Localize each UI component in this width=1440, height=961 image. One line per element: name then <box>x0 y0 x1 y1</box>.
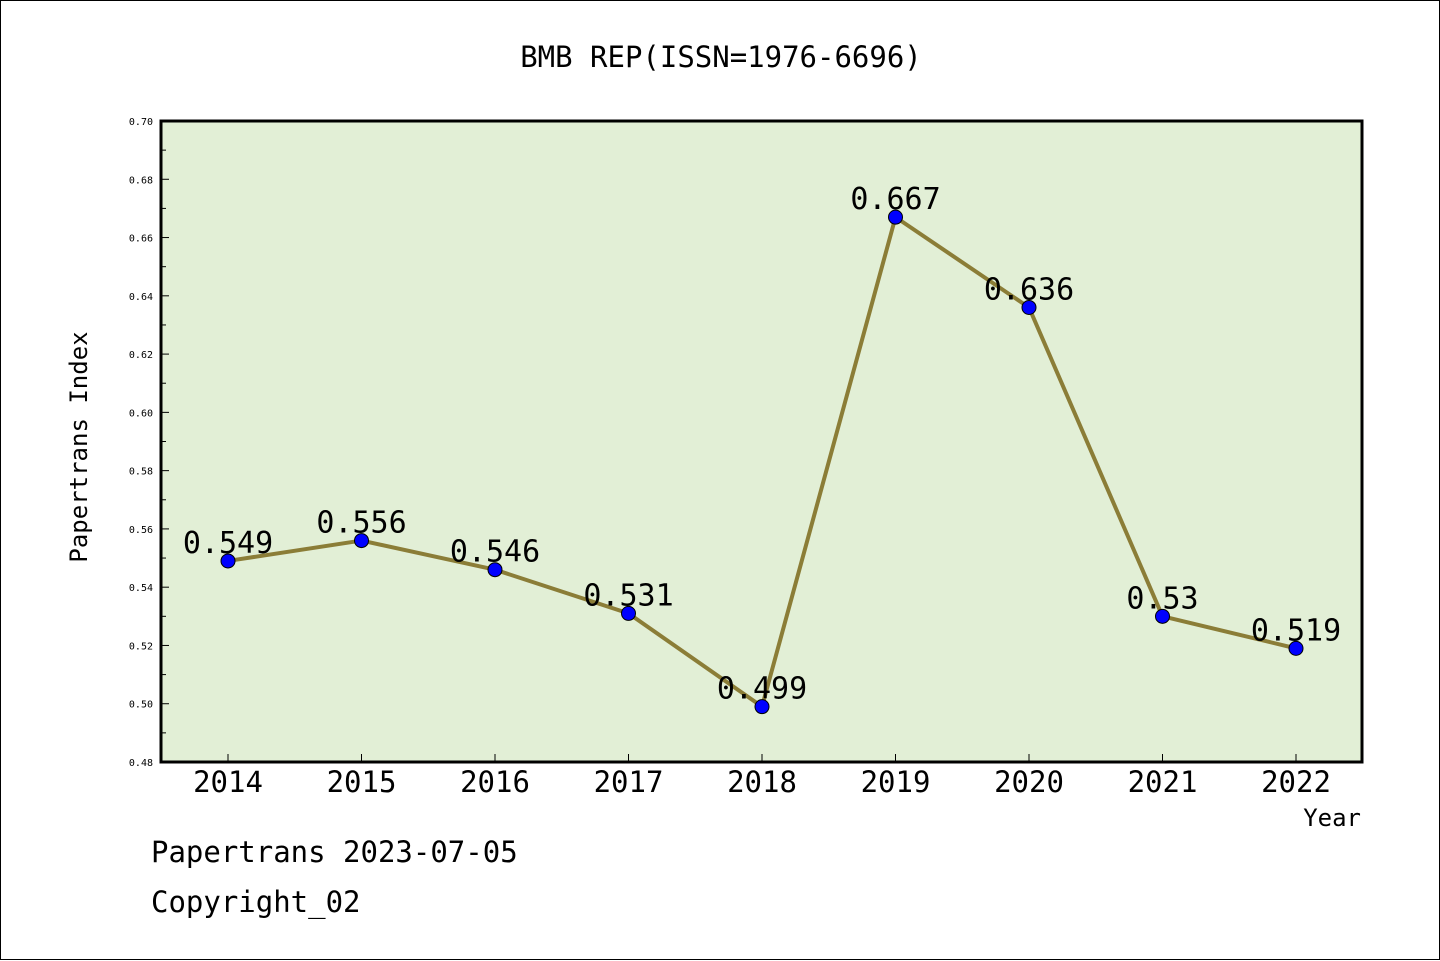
data-label: 0.531 <box>583 578 673 613</box>
data-point <box>1021 299 1037 315</box>
x-tick-label: 2019 <box>861 765 931 799</box>
data-label: 0.636 <box>984 272 1074 307</box>
x-tick-label: 2017 <box>594 765 664 799</box>
y-tick-label: 0.58 <box>129 467 153 478</box>
x-tick-label: 2016 <box>460 765 530 799</box>
footer-copyright-text: Copyright_02 <box>151 885 361 919</box>
data-point <box>1288 640 1304 656</box>
data-point <box>621 605 636 621</box>
y-tick-label: 0.62 <box>129 350 153 361</box>
data-labels: 0.549 0.556 0.546 0.531 0.499 0.667 0.636 0.53 0… <box>183 182 1341 706</box>
x-tick-label: 2022 <box>1261 765 1331 799</box>
data-label: 0.556 <box>316 506 406 541</box>
x-tick-label: 2020 <box>994 765 1064 799</box>
x-axis: 2014 2015 2016 2017 2018 2019 2020 2021 2022 <box>193 754 1331 799</box>
series-markers <box>220 209 1304 715</box>
data-label: 0.519 <box>1251 613 1341 648</box>
x-tick-label: 2021 <box>1128 765 1198 799</box>
data-label: 0.667 <box>850 182 940 217</box>
y-axis-label: Papertrans Index <box>65 331 93 562</box>
data-point <box>888 209 903 225</box>
data-point <box>487 562 503 578</box>
y-tick-label: 0.52 <box>129 641 153 652</box>
data-point <box>754 699 770 715</box>
data-point <box>1155 608 1170 624</box>
x-tick-label: 2018 <box>727 765 797 799</box>
y-tick-label: 0.60 <box>129 408 153 419</box>
data-label: 0.546 <box>450 535 540 570</box>
y-tick-label: 0.48 <box>129 758 153 769</box>
y-tick-label: 0.66 <box>129 234 153 245</box>
y-tick-label: 0.54 <box>129 583 153 594</box>
y-tick-label: 0.56 <box>129 525 153 536</box>
y-tick-label: 0.70 <box>129 117 153 128</box>
data-point <box>220 553 236 569</box>
y-tick-label: 0.64 <box>129 292 153 303</box>
y-axis: 0.48 0.50 0.52 0.54 0.56 0.58 0.60 0.62 0.64 0.66… <box>129 117 169 769</box>
data-label: 0.549 <box>183 526 273 561</box>
y-tick-label: 0.68 <box>129 175 153 186</box>
x-axis-label: Year <box>1303 804 1361 832</box>
data-point <box>354 533 369 549</box>
plot-area <box>159 119 1364 764</box>
data-label: 0.53 <box>1126 581 1198 616</box>
x-tick-label: 2015 <box>327 765 397 799</box>
data-label: 0.499 <box>717 672 807 707</box>
chart-title: BMB REP(ISSN=1976-6696) <box>520 40 922 74</box>
footer-date-text: Papertrans 2023-07-05 <box>151 835 518 869</box>
x-tick-label: 2014 <box>193 765 263 799</box>
y-tick-label: 0.50 <box>129 700 153 711</box>
